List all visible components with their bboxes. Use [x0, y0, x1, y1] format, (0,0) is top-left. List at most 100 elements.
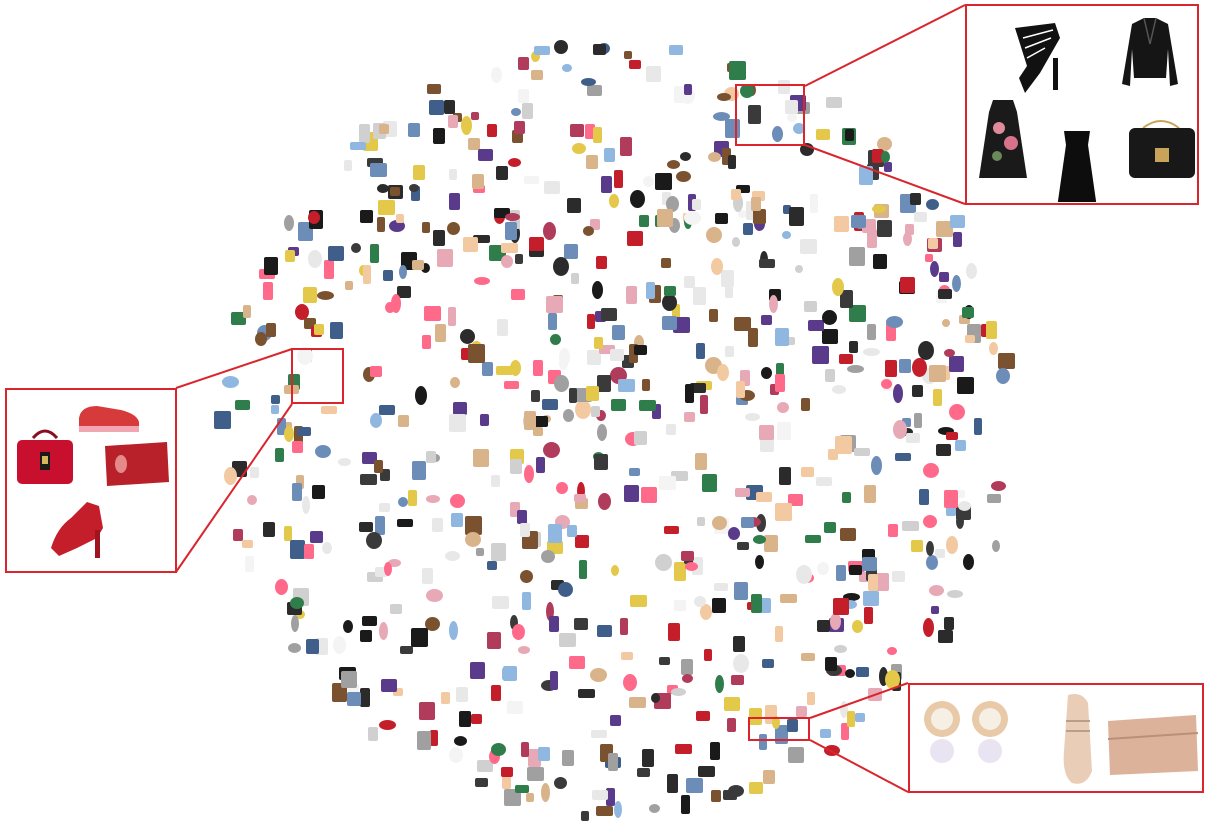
mary-jane-shoe-icon [1063, 694, 1092, 784]
product-thumbnail [566, 198, 581, 214]
product-thumbnail [669, 218, 681, 234]
product-thumbnail [472, 173, 484, 189]
product-thumbnail [639, 214, 650, 227]
product-thumbnail [361, 615, 377, 626]
product-thumbnail [501, 242, 519, 253]
product-thumbnail [845, 668, 856, 678]
product-thumbnail [945, 431, 958, 440]
product-thumbnail [541, 398, 558, 410]
floral-dress-icon [979, 100, 1027, 178]
product-thumbnail [887, 524, 898, 538]
product-thumbnail [716, 364, 729, 382]
product-thumbnail [476, 548, 485, 557]
product-thumbnail [586, 313, 595, 329]
product-thumbnail [838, 354, 853, 365]
product-thumbnail [593, 336, 603, 349]
product-thumbnail [559, 357, 569, 371]
product-thumbnail [843, 593, 861, 602]
product-thumbnail [441, 692, 451, 705]
product-thumbnail [799, 238, 817, 254]
zoom-box-content [979, 17, 1195, 202]
product-thumbnail [664, 285, 677, 296]
product-thumbnail [925, 541, 934, 557]
zoom-box-red-items [5, 388, 177, 573]
handbag-icon [17, 429, 73, 484]
product-thumbnail [872, 204, 887, 213]
product-thumbnail [665, 196, 679, 213]
product-thumbnail [961, 306, 974, 318]
product-thumbnail [839, 290, 853, 309]
product-thumbnail [695, 453, 707, 471]
product-thumbnail [377, 184, 390, 194]
product-thumbnail [554, 40, 569, 55]
product-thumbnail [275, 447, 285, 462]
product-thumbnail [422, 567, 434, 584]
product-thumbnail [366, 531, 383, 549]
product-thumbnail [459, 329, 475, 345]
product-thumbnail [727, 785, 744, 798]
product-thumbnail [899, 277, 915, 294]
product-thumbnail [497, 319, 509, 337]
product-thumbnail [912, 385, 924, 398]
product-thumbnail [589, 219, 600, 231]
product-thumbnail [333, 635, 347, 654]
product-thumbnail [973, 418, 982, 436]
product-thumbnail [625, 285, 637, 304]
product-thumbnail [432, 453, 441, 462]
product-thumbnail [284, 426, 295, 443]
product-thumbnail [895, 452, 912, 461]
product-thumbnail [674, 600, 687, 612]
product-thumbnail [377, 217, 386, 233]
product-thumbnail [864, 607, 874, 625]
product-thumbnail [456, 686, 469, 702]
product-thumbnail [751, 191, 765, 202]
product-thumbnail [447, 222, 461, 236]
product-thumbnail [549, 671, 558, 691]
product-thumbnail [526, 766, 544, 781]
product-thumbnail [608, 193, 619, 208]
product-thumbnail [651, 693, 661, 704]
product-thumbnail [424, 305, 442, 321]
product-thumbnail [783, 204, 792, 214]
product-thumbnail [755, 555, 765, 570]
product-thumbnail [378, 622, 388, 641]
product-thumbnail [832, 385, 847, 395]
product-thumbnail [478, 148, 494, 161]
product-thumbnail [695, 342, 705, 359]
product-thumbnail [571, 272, 580, 284]
product-thumbnail [600, 308, 617, 322]
product-thumbnail [544, 180, 561, 194]
product-thumbnail [885, 322, 896, 342]
product-thumbnail [307, 210, 320, 224]
product-thumbnail [681, 658, 694, 675]
product-thumbnail [623, 485, 639, 503]
product-thumbnail [512, 623, 526, 640]
product-thumbnail [751, 196, 762, 211]
product-thumbnail [429, 729, 438, 746]
product-thumbnail [359, 688, 370, 708]
product-thumbnail [929, 365, 947, 383]
product-thumbnail [717, 92, 732, 101]
product-thumbnail [378, 124, 389, 135]
product-thumbnail [736, 184, 751, 193]
product-thumbnail [291, 483, 302, 502]
product-thumbnail [311, 484, 325, 499]
product-thumbnail [574, 618, 589, 631]
product-thumbnail [665, 424, 676, 436]
product-thumbnail [879, 666, 889, 686]
product-thumbnail [787, 719, 799, 733]
product-thumbnail [599, 345, 616, 355]
product-thumbnail [835, 565, 846, 582]
product-thumbnail [902, 520, 920, 531]
product-thumbnail [572, 143, 587, 155]
product-thumbnail [734, 581, 749, 600]
product-thumbnail [413, 165, 426, 181]
product-thumbnail [832, 278, 845, 297]
product-thumbnail [575, 497, 589, 509]
product-thumbnail [816, 561, 829, 575]
product-thumbnail [731, 236, 740, 247]
product-thumbnail [592, 43, 606, 55]
product-thumbnail [418, 701, 435, 720]
product-thumbnail [290, 539, 306, 559]
product-thumbnail [865, 562, 877, 581]
